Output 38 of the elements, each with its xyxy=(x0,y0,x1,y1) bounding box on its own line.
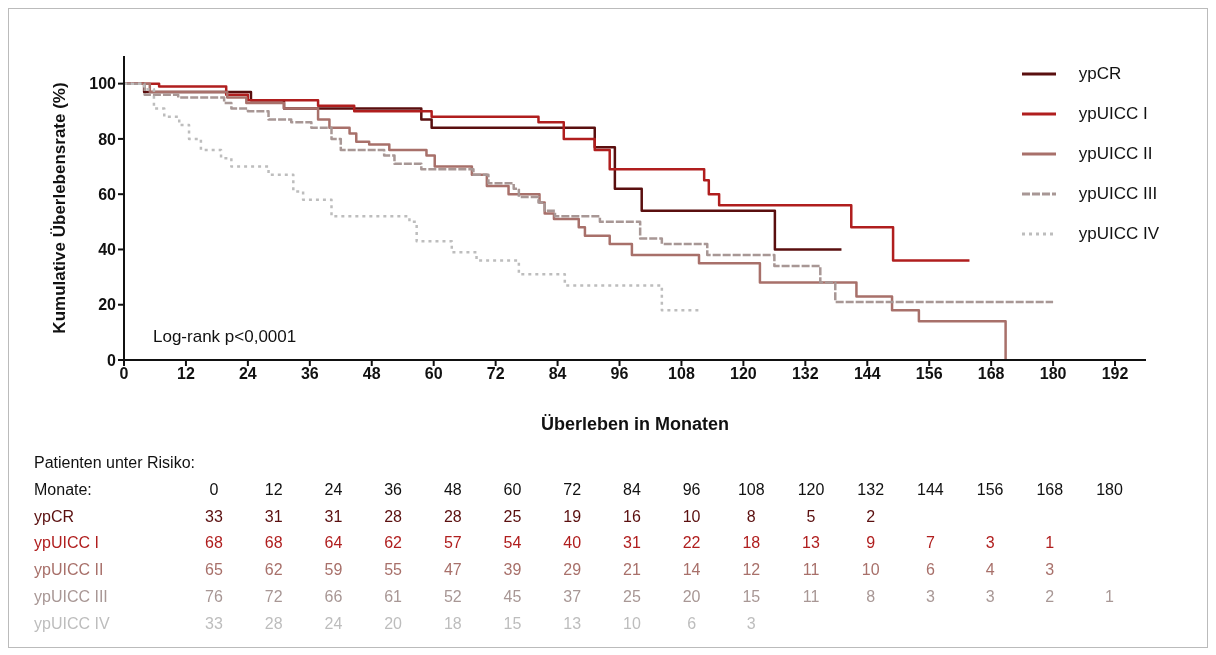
x-tick-label: 72 xyxy=(486,365,505,383)
x-tick-label: 180 xyxy=(1039,365,1067,383)
x-tick-label: 120 xyxy=(730,365,757,383)
x-tick-label: 192 xyxy=(1101,365,1129,383)
x-tick-label: 144 xyxy=(853,365,881,383)
y-tick-label: 80 xyxy=(98,130,117,148)
legend-label: ypUICC I xyxy=(1078,104,1148,124)
text: Patienten unter Risiko: xyxy=(34,454,195,472)
x-tick-label: 108 xyxy=(668,365,695,383)
x-tick-label: 132 xyxy=(791,365,819,383)
x-tick-label: 36 xyxy=(300,365,319,383)
x-tick-label: 96 xyxy=(610,365,629,383)
x-tick-label: 48 xyxy=(362,365,381,383)
annotation: Log-rank p<0,0001 xyxy=(153,327,297,347)
x-axis-title: Überleben in Monaten xyxy=(540,414,730,434)
legend-label: ypCR xyxy=(1078,64,1122,84)
y-tick-label: 0 xyxy=(107,351,117,369)
x-tick-label: 156 xyxy=(915,365,943,383)
text: ypUICC II 65 62 59 55 47 39 29 21 14 12 11 10 6 4 3 xyxy=(34,561,1055,579)
x-tick-label: 12 xyxy=(177,365,195,383)
y-tick-label: 60 xyxy=(98,185,117,203)
text: Monate: 0 12 24 36 48 60 72 84 96 108 120 132 144 156 168 180 xyxy=(34,481,1123,498)
x-tick-label: 60 xyxy=(424,365,443,383)
legend-label: ypUICC II xyxy=(1078,144,1153,164)
y-tick-label: 20 xyxy=(98,296,117,314)
text: ypUICC III 76 72 66 61 52 45 37 25 20 15 11 8 3 3 2 1 xyxy=(34,587,1114,605)
x-tick-label: 168 xyxy=(977,365,1005,383)
x-tick-label: 0 xyxy=(119,365,129,383)
text: ypUICC IV 33 28 24 20 18 15 13 10 6 3 xyxy=(34,614,756,632)
x-tick-label: 24 xyxy=(238,365,257,383)
text: ypUICC I 68 68 64 62 57 54 40 31 22 18 13 9 7 3 1 xyxy=(34,534,1055,552)
legend-label: ypUICC III xyxy=(1078,184,1158,204)
y-tick-label: 100 xyxy=(89,75,117,93)
x-tick-label: 84 xyxy=(548,365,567,383)
y-tick-label: 40 xyxy=(98,241,117,259)
text: ypCR 33 31 31 28 28 25 19 16 10 8 5 2 xyxy=(34,507,876,525)
y-axis-title: Kumulative Überlebensrate (%) xyxy=(50,82,70,334)
legend-label: ypUICC IV xyxy=(1078,224,1159,244)
